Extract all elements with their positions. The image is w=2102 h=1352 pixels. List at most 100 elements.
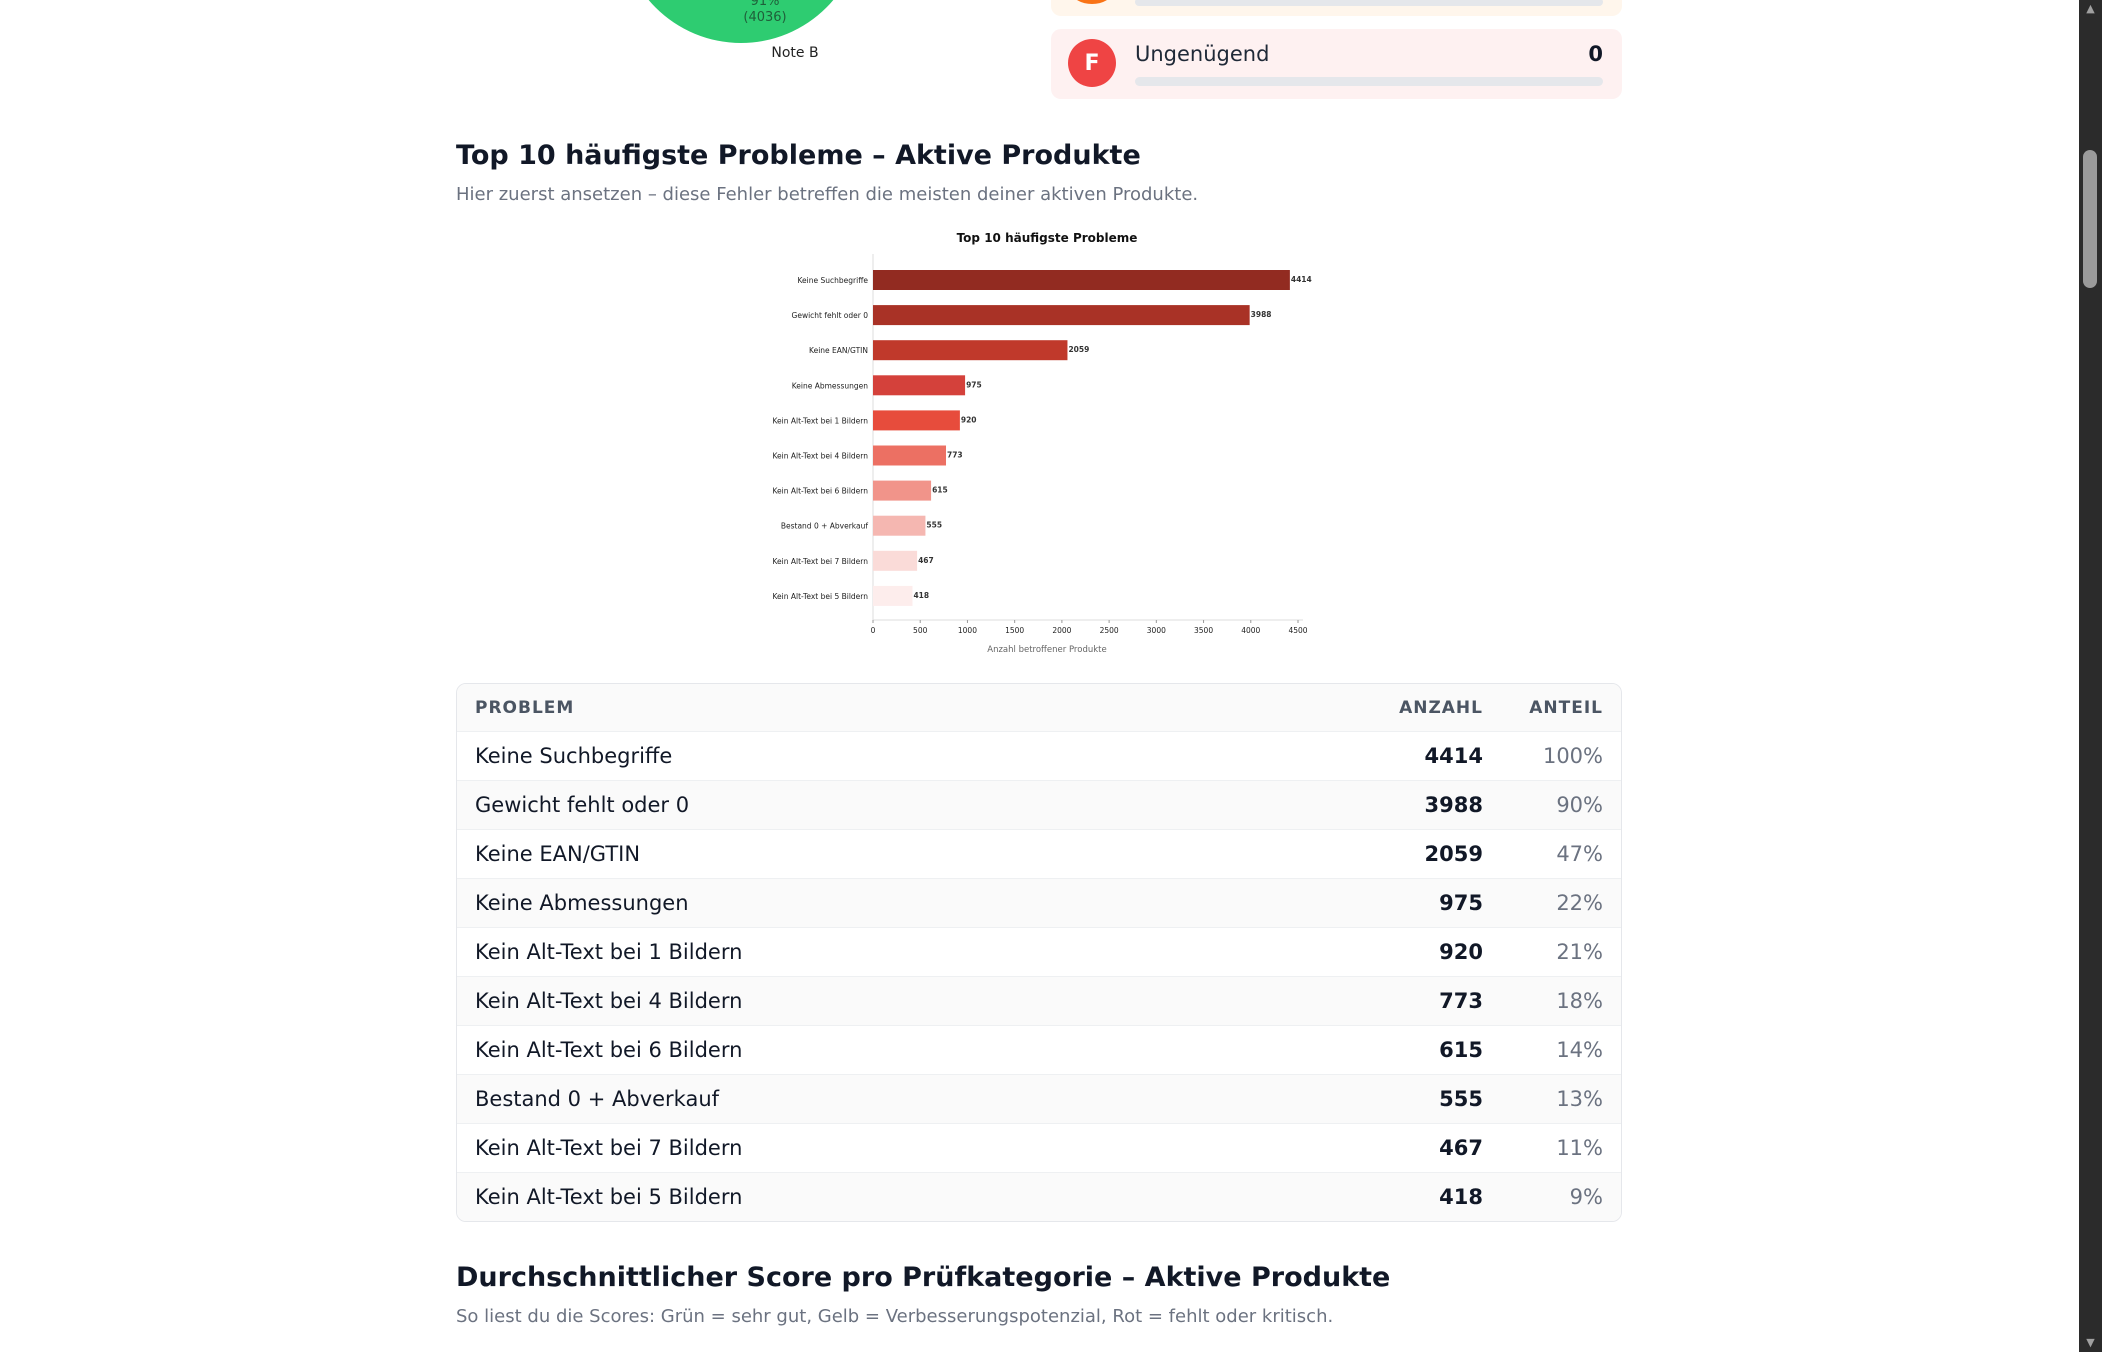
data-label: 418	[913, 591, 929, 600]
cell-count: 555	[1439, 1087, 1483, 1111]
bar	[873, 585, 913, 606]
scrollbar-thumb[interactable]	[2083, 150, 2097, 288]
x-tick-label: 2500	[1100, 626, 1119, 635]
cell-share: 11%	[1556, 1136, 1603, 1160]
bar	[873, 375, 966, 396]
y-tick-label: Kein Alt-Text bei 4 Bildern	[773, 452, 869, 461]
x-tick-label: 4000	[1241, 626, 1260, 635]
y-tick-label: Kein Alt-Text bei 1 Bildern	[773, 416, 869, 425]
header-share: ANTEIL	[1529, 697, 1603, 718]
grade-label: Ungenügend	[1135, 42, 1270, 66]
cell-count: 773	[1439, 989, 1483, 1013]
y-tick-label: Kein Alt-Text bei 7 Bildern	[773, 557, 869, 566]
table-row: Kein Alt-Text bei 4 Bildern 773 18%	[457, 976, 1621, 1025]
data-label: 615	[932, 486, 948, 495]
x-tick-label: 500	[913, 626, 928, 635]
scroll-down-arrow-icon[interactable]: ▼	[2086, 1336, 2095, 1349]
cell-problem: Keine EAN/GTIN	[475, 842, 641, 866]
cell-problem: Kein Alt-Text bei 1 Bildern	[475, 940, 743, 964]
chart-title: Top 10 häufigste Probleme	[957, 231, 1138, 245]
cell-share: 18%	[1556, 989, 1603, 1013]
table-row: Keine EAN/GTIN 2059 47%	[457, 829, 1621, 878]
cell-count: 920	[1439, 940, 1483, 964]
section-subtitle: Hier zuerst ansetzen – diese Fehler betr…	[456, 184, 1199, 205]
bar	[873, 305, 1250, 326]
table-row: Kein Alt-Text bei 1 Bildern 920 21%	[457, 927, 1621, 976]
bar	[873, 340, 1068, 361]
x-tick-label: 2000	[1052, 626, 1071, 635]
header-problem: PROBLEM	[475, 697, 575, 718]
problems-bar-chart: Top 10 häufigste Probleme Keine Suchbegri…	[773, 231, 1312, 655]
table-row: Gewicht fehlt oder 0 3988 90%	[457, 780, 1621, 829]
scrollbar[interactable]	[2079, 0, 2102, 1352]
cell-problem: Kein Alt-Text bei 6 Bildern	[475, 1038, 743, 1062]
data-label: 4414	[1291, 275, 1312, 284]
table-row: Keine Abmessungen 975 22%	[457, 878, 1621, 927]
x-tick-label: 3500	[1194, 626, 1213, 635]
y-tick-label: Keine Abmessungen	[792, 381, 869, 390]
table-row: Kein Alt-Text bei 6 Bildern 615 14%	[457, 1025, 1621, 1074]
y-tick-label: Kein Alt-Text bei 5 Bildern	[773, 592, 869, 601]
table-row: Kein Alt-Text bei 7 Bildern 467 11%	[457, 1123, 1621, 1172]
table-row: Keine Suchbegriffe 4414 100%	[457, 731, 1621, 780]
grade-count: 0	[1588, 42, 1603, 66]
header-count: ANZAHL	[1399, 697, 1483, 718]
x-tick-label: 3000	[1147, 626, 1166, 635]
cell-share: 13%	[1556, 1087, 1603, 1111]
data-label: 920	[961, 415, 977, 424]
bar	[873, 550, 918, 571]
cell-count: 4414	[1424, 744, 1483, 768]
cell-problem: Kein Alt-Text bei 4 Bildern	[475, 989, 743, 1013]
cell-count: 615	[1439, 1038, 1483, 1062]
bar	[873, 480, 932, 501]
grade-progress-bar	[1135, 77, 1603, 86]
table-row: Kein Alt-Text bei 5 Bildern 418 9%	[457, 1172, 1621, 1221]
pie-percent-label: 91%	[750, 0, 780, 9]
y-tick-label: Kein Alt-Text bei 6 Bildern	[773, 487, 869, 496]
y-tick-label: Gewicht fehlt oder 0	[792, 311, 869, 320]
data-label: 467	[918, 556, 934, 565]
cell-count: 467	[1439, 1136, 1483, 1160]
cell-problem: Keine Suchbegriffe	[475, 744, 673, 768]
cell-problem: Kein Alt-Text bei 7 Bildern	[475, 1136, 743, 1160]
cell-count: 3988	[1424, 793, 1483, 817]
grade-progress-bar-partial	[1135, 0, 1603, 6]
cell-count: 418	[1439, 1185, 1483, 1209]
data-label: 555	[926, 521, 942, 530]
x-tick-label: 1500	[1005, 626, 1024, 635]
pie-count-label: (4036)	[743, 10, 787, 25]
cell-count: 2059	[1424, 842, 1483, 866]
cell-share: 22%	[1556, 891, 1603, 915]
cell-problem: Bestand 0 + Abverkauf	[475, 1087, 720, 1111]
section-title: Top 10 häufigste Probleme – Aktive Produ…	[456, 140, 1141, 171]
pie-caption: Note B	[771, 45, 819, 61]
cell-share: 47%	[1556, 842, 1603, 866]
data-label: 975	[966, 380, 982, 389]
x-axis-label: Anzahl betroffener Produkte	[987, 645, 1106, 655]
bar	[873, 410, 960, 431]
y-tick-label: Keine EAN/GTIN	[809, 346, 868, 355]
table-header: PROBLEM ANZAHL ANTEIL	[457, 684, 1621, 731]
table-row: Bestand 0 + Abverkauf 555 13%	[457, 1074, 1621, 1123]
grade-card-f	[1051, 29, 1622, 99]
cell-share: 9%	[1569, 1185, 1603, 1209]
cell-share: 100%	[1542, 744, 1603, 768]
data-label: 2059	[1068, 345, 1089, 354]
cell-count: 975	[1439, 891, 1483, 915]
cell-problem: Kein Alt-Text bei 5 Bildern	[475, 1185, 743, 1209]
x-tick-label: 1000	[958, 626, 977, 635]
y-tick-label: Keine Suchbegriffe	[798, 276, 869, 285]
section-subtitle: So liest du die Scores: Grün = sehr gut,…	[456, 1306, 1334, 1327]
grade-badge-partial	[1072, 0, 1112, 4]
section-title: Durchschnittlicher Score pro Prüfkategor…	[456, 1262, 1391, 1293]
y-tick-label: Bestand 0 + Abverkauf	[781, 522, 869, 531]
bar	[873, 515, 926, 536]
grade-badge-f: F	[1068, 39, 1116, 87]
scroll-up-arrow-icon[interactable]: ▲	[2086, 2, 2095, 15]
cell-share: 90%	[1556, 793, 1603, 817]
data-label: 773	[947, 451, 963, 460]
bar	[873, 445, 947, 466]
cell-problem: Keine Abmessungen	[475, 891, 689, 915]
cell-share: 21%	[1556, 940, 1603, 964]
x-tick-label: 0	[871, 626, 876, 635]
